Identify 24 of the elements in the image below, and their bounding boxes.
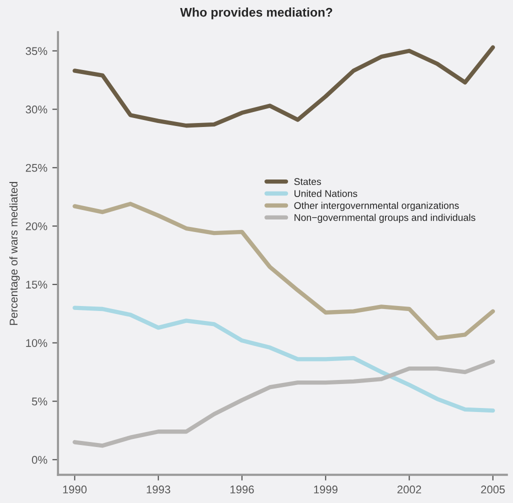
y-tick-label: 25% bbox=[26, 164, 48, 172]
chart-title: Who provides mediation? bbox=[180, 8, 332, 20]
y-tick-label: 5% bbox=[32, 398, 48, 406]
y-tick-label: 10% bbox=[26, 339, 48, 347]
x-tick-label: 2002 bbox=[397, 486, 422, 494]
y-tick-label: 30% bbox=[26, 106, 48, 114]
y-tick-label: 20% bbox=[26, 222, 48, 230]
y-tick-label: 0% bbox=[32, 456, 48, 464]
line-series bbox=[72, 359, 495, 448]
x-tick-label: 1990 bbox=[63, 486, 87, 494]
y-tick-label: 15% bbox=[26, 280, 48, 289]
y-tick-label: 35% bbox=[26, 47, 48, 56]
x-tick-label: 2005 bbox=[481, 486, 505, 494]
line-series bbox=[72, 306, 495, 413]
legend-label: Non−governmental groups and individuals bbox=[294, 214, 476, 223]
x-tick-label: 1993 bbox=[146, 486, 170, 494]
x-tick-label: 1999 bbox=[314, 486, 338, 494]
y-axis-title: Percentage of wars mediated bbox=[9, 182, 20, 325]
legend-label: States bbox=[294, 178, 322, 186]
line-series bbox=[72, 202, 495, 340]
legend-label: United Nations bbox=[294, 190, 358, 198]
line-series bbox=[72, 45, 495, 128]
legend-label: Other intergovernmental organizations bbox=[294, 202, 459, 211]
x-tick-label: 1996 bbox=[230, 486, 254, 494]
